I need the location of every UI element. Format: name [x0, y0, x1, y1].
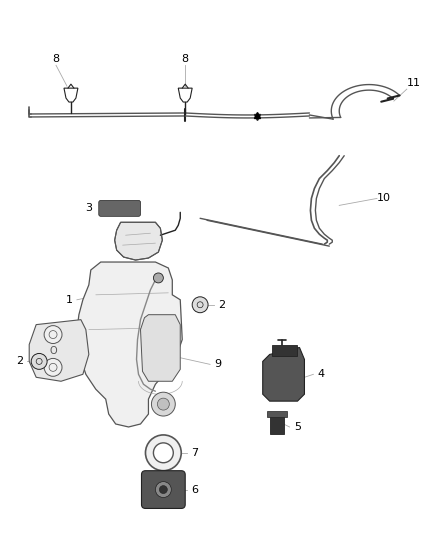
Polygon shape — [263, 348, 304, 401]
Polygon shape — [29, 320, 89, 381]
Circle shape — [44, 358, 62, 376]
Text: 1: 1 — [65, 295, 72, 305]
Text: 2: 2 — [16, 357, 23, 366]
Text: 8: 8 — [53, 54, 60, 64]
Text: 10: 10 — [377, 193, 391, 204]
Polygon shape — [115, 222, 162, 260]
Bar — [270, 414, 283, 434]
Circle shape — [44, 326, 62, 343]
Circle shape — [153, 443, 173, 463]
Text: 11: 11 — [407, 78, 421, 88]
Circle shape — [31, 353, 47, 369]
Text: 4: 4 — [318, 369, 325, 379]
Circle shape — [152, 392, 175, 416]
FancyBboxPatch shape — [141, 471, 185, 508]
Text: 6: 6 — [192, 484, 199, 495]
Text: 5: 5 — [294, 422, 301, 432]
Circle shape — [145, 435, 181, 471]
Polygon shape — [76, 262, 182, 427]
Text: 8: 8 — [182, 54, 189, 64]
Polygon shape — [141, 314, 180, 381]
Text: 7: 7 — [191, 448, 199, 458]
FancyBboxPatch shape — [99, 200, 141, 216]
Text: 9: 9 — [215, 359, 222, 369]
Circle shape — [155, 482, 171, 497]
Circle shape — [192, 297, 208, 313]
Text: 3: 3 — [85, 204, 92, 213]
Circle shape — [159, 486, 167, 494]
Text: 2: 2 — [219, 300, 226, 310]
Circle shape — [157, 398, 170, 410]
Bar — [267, 411, 286, 417]
Bar — [272, 344, 297, 357]
Text: O: O — [49, 346, 57, 357]
Circle shape — [153, 273, 163, 283]
